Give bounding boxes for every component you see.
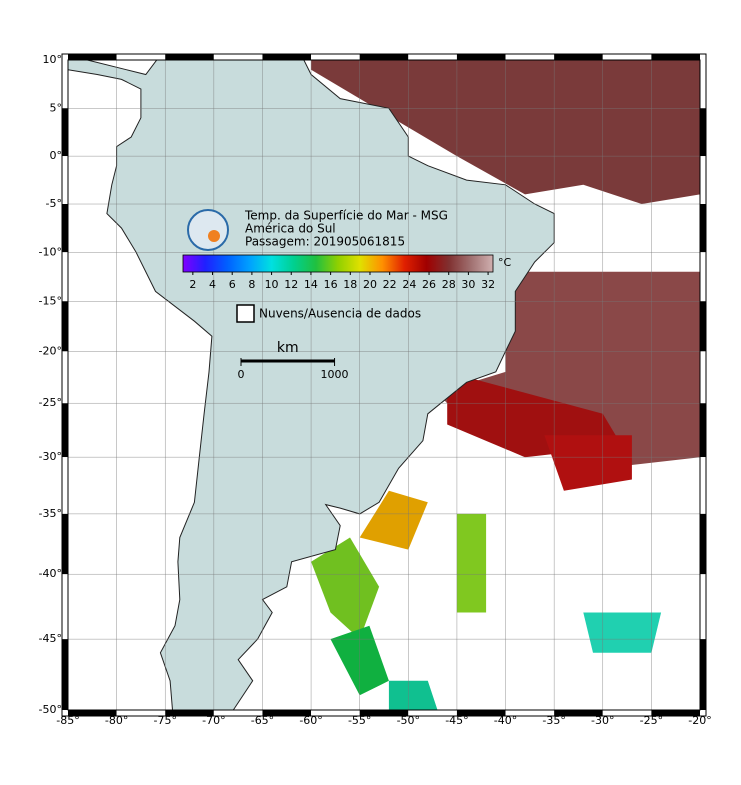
sst-patch (311, 537, 380, 640)
y-tick-label: -20° (39, 344, 62, 357)
frame (61, 53, 707, 717)
frame (67, 59, 701, 711)
y-tick-label: 5° (50, 101, 63, 114)
x-tick-label: -85° (56, 714, 79, 727)
colorbar-tick-label: 6 (229, 278, 236, 291)
colorbar-tick-label: 14 (304, 278, 318, 291)
colorbar-tick-label: 24 (402, 278, 416, 291)
colorbar-tick-label: 10 (265, 278, 279, 291)
sst-patch (456, 513, 487, 613)
sst-patch (544, 435, 632, 491)
y-tick-label: -5° (46, 197, 62, 210)
y-tick-label: -10° (39, 245, 62, 258)
colorbar-tick-label: 16 (324, 278, 338, 291)
legend-swatch (236, 304, 255, 323)
colorbar-tick-label: 2 (189, 278, 196, 291)
x-tick-label: -45° (445, 714, 468, 727)
map-area (68, 60, 700, 710)
title-line: América do Sul (245, 222, 336, 236)
sst-patch (583, 612, 662, 653)
y-tick-label: -30° (39, 450, 62, 463)
colorbar (182, 254, 494, 273)
y-tick-label: -45° (39, 632, 62, 645)
colorbar-tick-label: 22 (383, 278, 397, 291)
x-tick-label: -20° (688, 714, 711, 727)
x-tick-label: -25° (640, 714, 663, 727)
y-tick-label: -40° (39, 567, 62, 580)
scale-tick-label: 0 (238, 368, 245, 381)
colorbar-tick-label: 18 (343, 278, 357, 291)
colorbar-tick-label: 12 (284, 278, 298, 291)
colorbar-tick-label: 20 (363, 278, 377, 291)
colorbar-tick-label: 28 (442, 278, 456, 291)
sst-patch (359, 490, 428, 550)
logo (187, 209, 229, 251)
y-tick-label: 0° (50, 149, 63, 162)
y-tick-label: 10° (43, 53, 63, 66)
x-tick-label: -55° (348, 714, 371, 727)
colorbar-tick-label: 30 (461, 278, 475, 291)
x-tick-label: -70° (202, 714, 225, 727)
legend-label: Nuvens/Ausencia de dados (259, 307, 421, 321)
x-tick-label: -80° (105, 714, 128, 727)
y-tick-label: -35° (39, 507, 62, 520)
title-line: Temp. da Superfície do Mar - MSG (244, 209, 448, 223)
overlay: Temp. da Superfície do Mar - MSG América… (39, 53, 712, 727)
colorbar-tick-label: 8 (248, 278, 255, 291)
colorbar-tick-label: 32 (481, 278, 495, 291)
y-tick-label: -25° (39, 396, 62, 409)
x-tick-label: -40° (494, 714, 517, 727)
x-tick-label: -65° (251, 714, 274, 727)
y-tick-label: -50° (39, 703, 62, 716)
x-tick-label: -30° (591, 714, 614, 727)
x-tick-label: -75° (153, 714, 176, 727)
logo (208, 230, 220, 242)
colorbar-unit: °C (498, 256, 512, 269)
sst-patch (388, 680, 438, 710)
x-tick-label: -50° (397, 714, 420, 727)
x-tick-label: -35° (542, 714, 565, 727)
scale-tick-label: 1000 (321, 368, 349, 381)
scale-unit: km (277, 340, 299, 356)
colorbar-tick-label: 26 (422, 278, 436, 291)
title-line: Passagem: 201905061815 (245, 235, 405, 249)
x-tick-label: -60° (299, 714, 322, 727)
colorbar-tick-label: 4 (209, 278, 216, 291)
y-tick-label: -15° (39, 294, 62, 307)
